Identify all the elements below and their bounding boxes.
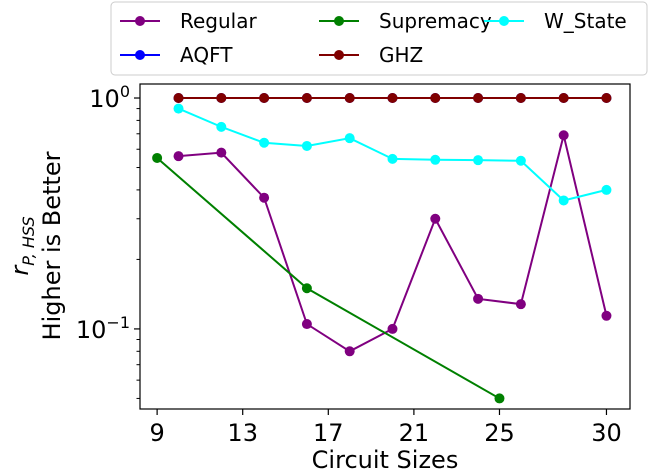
- data-point: [494, 393, 505, 404]
- series-ghz: [173, 93, 612, 104]
- data-point: [515, 155, 526, 166]
- data-point: [601, 310, 612, 321]
- data-point: [216, 147, 227, 158]
- legend-entry: Supremacy: [319, 9, 492, 33]
- data-point: [601, 184, 612, 195]
- data-point: [216, 93, 227, 104]
- y-tick-label: 10−1: [76, 313, 130, 344]
- data-point: [473, 155, 484, 166]
- data-point: [344, 93, 355, 104]
- y-tick-label: 100: [89, 82, 130, 113]
- x-tick-label: 17: [313, 419, 344, 447]
- y-axis-label-subscript: P, HSS: [19, 216, 38, 265]
- data-point: [430, 93, 441, 104]
- x-axis-label: Circuit Sizes: [312, 446, 459, 472]
- x-tick-label: 13: [227, 419, 258, 447]
- data-point: [515, 93, 526, 104]
- data-point: [558, 93, 569, 104]
- data-point: [430, 154, 441, 165]
- series-regular: [173, 130, 612, 357]
- legend-label: AQFT: [180, 43, 233, 67]
- data-point: [301, 283, 312, 294]
- legend-marker: [334, 50, 344, 60]
- data-point: [430, 213, 441, 224]
- legend-marker: [135, 50, 145, 60]
- legend-marker: [334, 16, 344, 26]
- data-point: [259, 93, 270, 104]
- legend-marker: [135, 16, 145, 26]
- data-point: [344, 133, 355, 144]
- y-axis-label-symbol: r: [6, 264, 34, 276]
- legend-label: Supremacy: [379, 9, 492, 33]
- legend-entry: Regular: [120, 9, 257, 33]
- legend-label: GHZ: [379, 43, 423, 67]
- data-point: [387, 93, 398, 104]
- data-point: [601, 93, 612, 104]
- data-point: [173, 93, 184, 104]
- data-point: [387, 153, 398, 164]
- legend-label: Regular: [180, 9, 257, 33]
- data-point: [301, 140, 312, 151]
- data-point: [473, 293, 484, 304]
- y-axis-label-line1: rP, HSS: [6, 216, 38, 275]
- plot-area: [139, 83, 631, 410]
- legend-entry: AQFT: [120, 43, 233, 67]
- data-point: [259, 137, 270, 148]
- data-point: [173, 151, 184, 162]
- data-point: [558, 130, 569, 141]
- series-w-state: [173, 103, 612, 206]
- legend-label: W_State: [544, 9, 627, 33]
- data-point: [344, 346, 355, 357]
- data-point: [301, 93, 312, 104]
- data-point: [152, 152, 163, 163]
- x-tick-label: 25: [484, 419, 515, 447]
- x-tick-label: 9: [149, 419, 164, 447]
- x-tick-label: 30: [591, 419, 622, 447]
- data-point: [558, 195, 569, 206]
- legend: Regular Supremacy W_State AQFT GHZ: [110, 1, 648, 76]
- x-tick-label: 21: [399, 419, 430, 447]
- data-point: [173, 103, 184, 114]
- y-axis-label-line2: Higher is Better: [38, 151, 66, 340]
- data-point: [515, 299, 526, 310]
- data-point: [387, 323, 398, 334]
- data-point: [216, 121, 227, 132]
- legend-marker: [499, 16, 509, 26]
- legend-entry: GHZ: [319, 43, 423, 67]
- data-point: [259, 192, 270, 203]
- legend-entry: W_State: [484, 9, 627, 33]
- data-point: [301, 319, 312, 330]
- data-point: [473, 93, 484, 104]
- series-supremacy: [152, 152, 505, 404]
